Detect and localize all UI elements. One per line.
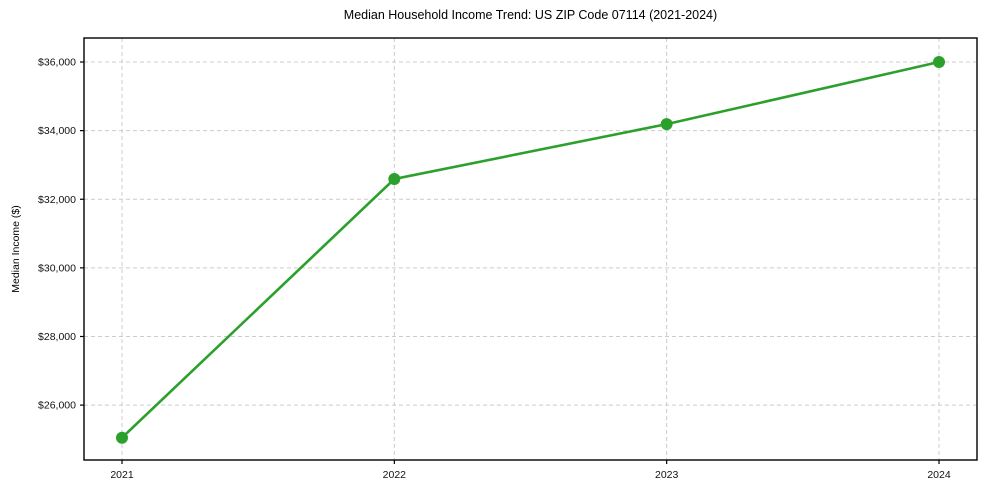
- axis-frame: [83, 37, 978, 461]
- x-tick-label: 2023: [655, 469, 679, 481]
- y-tick-label: $26,000: [38, 400, 76, 412]
- data-point-2021: [116, 431, 128, 444]
- data-point-2024: [933, 56, 945, 69]
- data-point-2023: [660, 118, 673, 131]
- chart-title: Median Household Income Trend: US ZIP Co…: [343, 8, 718, 22]
- y-tick-label: $36,000: [38, 57, 76, 69]
- y-tick-label: $32,000: [38, 194, 76, 206]
- y-tick-label: $34,000: [38, 125, 76, 137]
- y-tick-label: $28,000: [38, 331, 76, 343]
- y-tick-label: $30,000: [38, 262, 76, 274]
- x-tick-label: 2022: [383, 469, 407, 481]
- data-point-2022: [388, 173, 401, 186]
- trend-line: [120, 60, 941, 439]
- x-tick-label: 2021: [110, 469, 134, 481]
- x-tick-label: 2024: [927, 469, 951, 481]
